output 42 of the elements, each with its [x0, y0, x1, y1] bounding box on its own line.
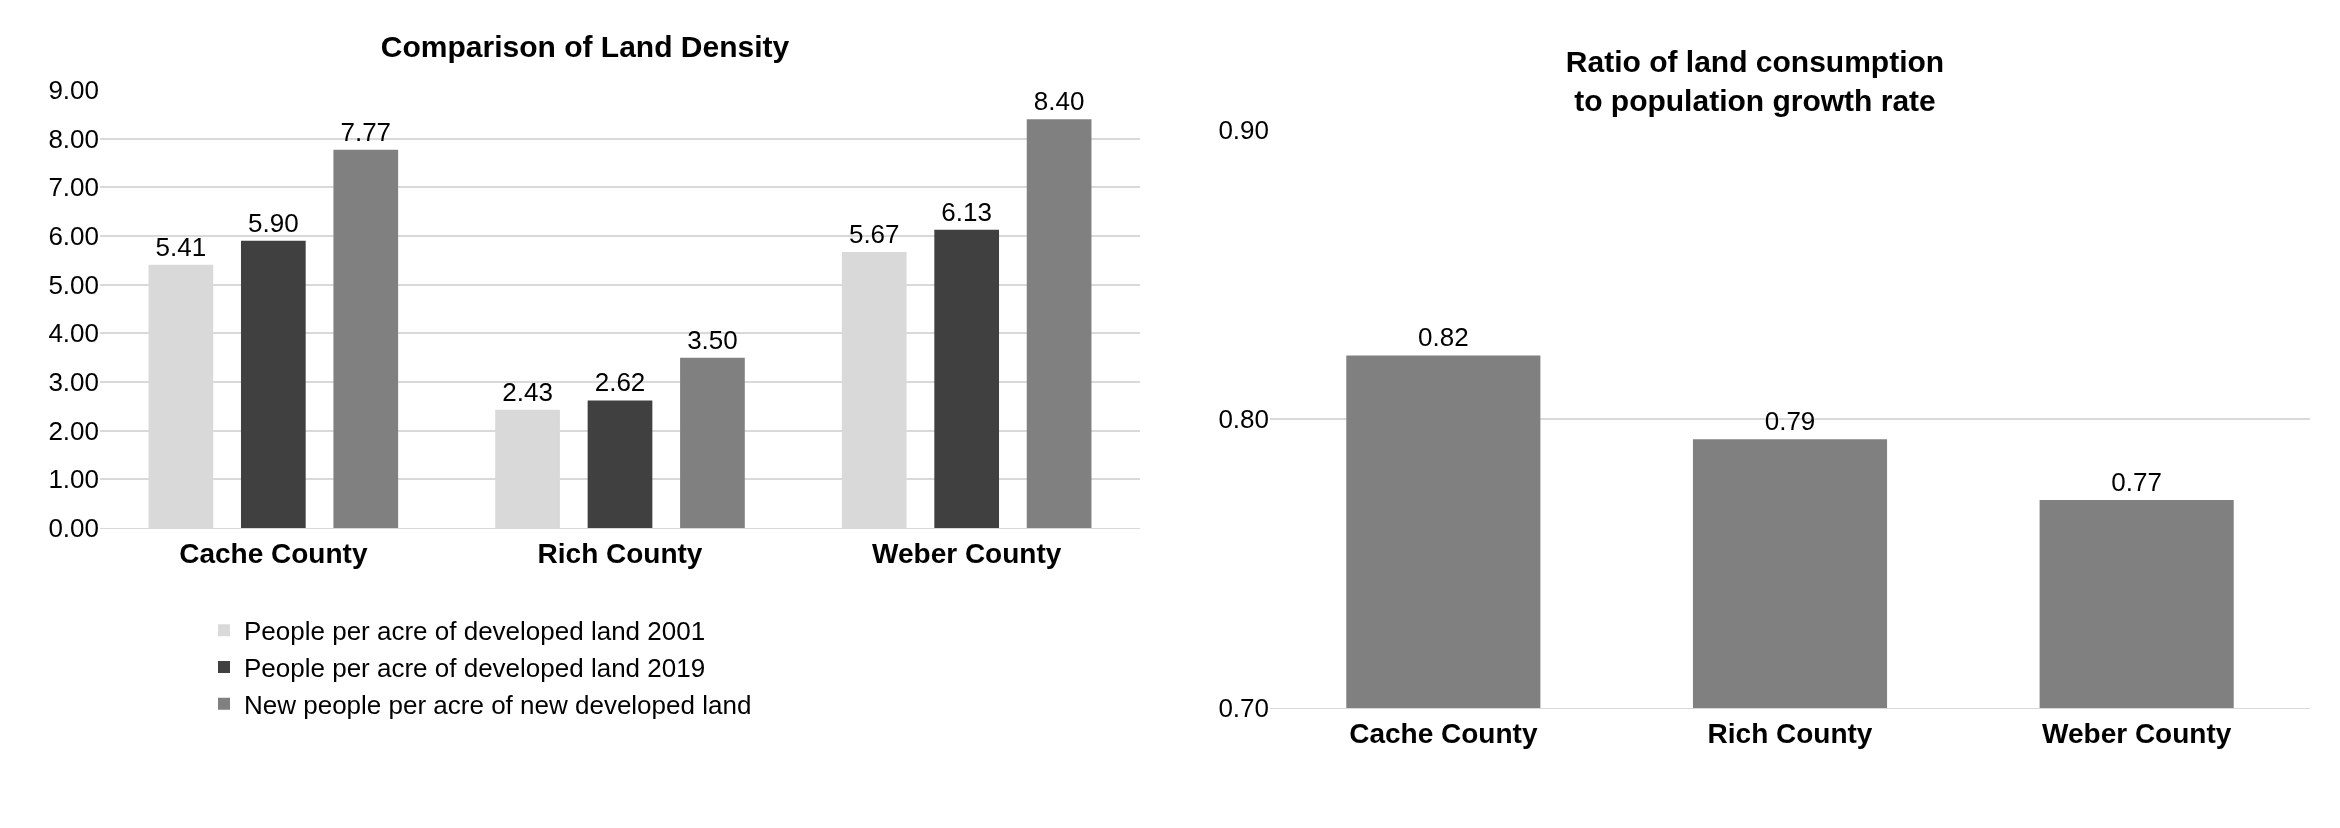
x-tick-label: Rich County: [537, 537, 703, 569]
bar: [333, 149, 399, 528]
x-tick-label: Weber County: [2042, 717, 2232, 749]
legend-label: People per acre of developed land 2001: [244, 616, 706, 647]
data-label: 2.43: [502, 376, 553, 407]
data-label: 0.82: [1418, 322, 1469, 353]
bar: [680, 357, 745, 528]
y-tick-label: 0.00: [48, 513, 99, 544]
data-label: 8.40: [1033, 86, 1085, 117]
x-tick-label: Cache County: [1349, 717, 1538, 749]
y-tick-label: 7.00: [48, 172, 99, 203]
y-tick-label: 5.00: [48, 269, 99, 300]
legend-label: People per acre of developed land 2019: [244, 653, 706, 684]
data-label: 0.79: [1764, 406, 1816, 437]
bar: [1026, 119, 1092, 528]
data-label: 7.77: [340, 116, 392, 147]
bar: [240, 240, 306, 528]
y-tick-label: 2.00: [48, 415, 99, 446]
y-tick-label: 0.80: [1218, 404, 1269, 435]
data-label: 5.67: [848, 219, 900, 250]
x-tick-label: Rich County: [1707, 717, 1873, 749]
data-label: 5.90: [248, 207, 299, 238]
bar: [934, 229, 1000, 528]
x-tick-label: Cache County: [179, 537, 368, 569]
chart-title: Comparison of Land Density: [380, 30, 790, 63]
bar: [587, 400, 653, 528]
y-tick-label: 1.00: [48, 464, 99, 495]
x-tick-label: Weber County: [872, 537, 1062, 569]
y-tick-label: 3.00: [48, 367, 99, 398]
y-tick-label: 6.00: [48, 221, 99, 252]
y-tick-label: 8.00: [48, 123, 99, 154]
data-label: 6.13: [941, 196, 992, 227]
y-tick-label: 0.70: [1218, 693, 1269, 724]
y-tick-label: 4.00: [48, 318, 99, 349]
data-label: 2.62: [594, 367, 646, 398]
y-tick-label: 0.90: [1218, 115, 1269, 146]
legend-label: New people per acre of new developed land: [244, 689, 752, 720]
y-tick-label: 9.00: [48, 75, 99, 106]
chart-title: Ratio of land consumption to population growth rate: [1565, 45, 1945, 117]
data-label: 0.77: [2111, 466, 2162, 497]
data-label: 3.50: [687, 324, 738, 355]
data-label: 5.41: [155, 231, 207, 262]
